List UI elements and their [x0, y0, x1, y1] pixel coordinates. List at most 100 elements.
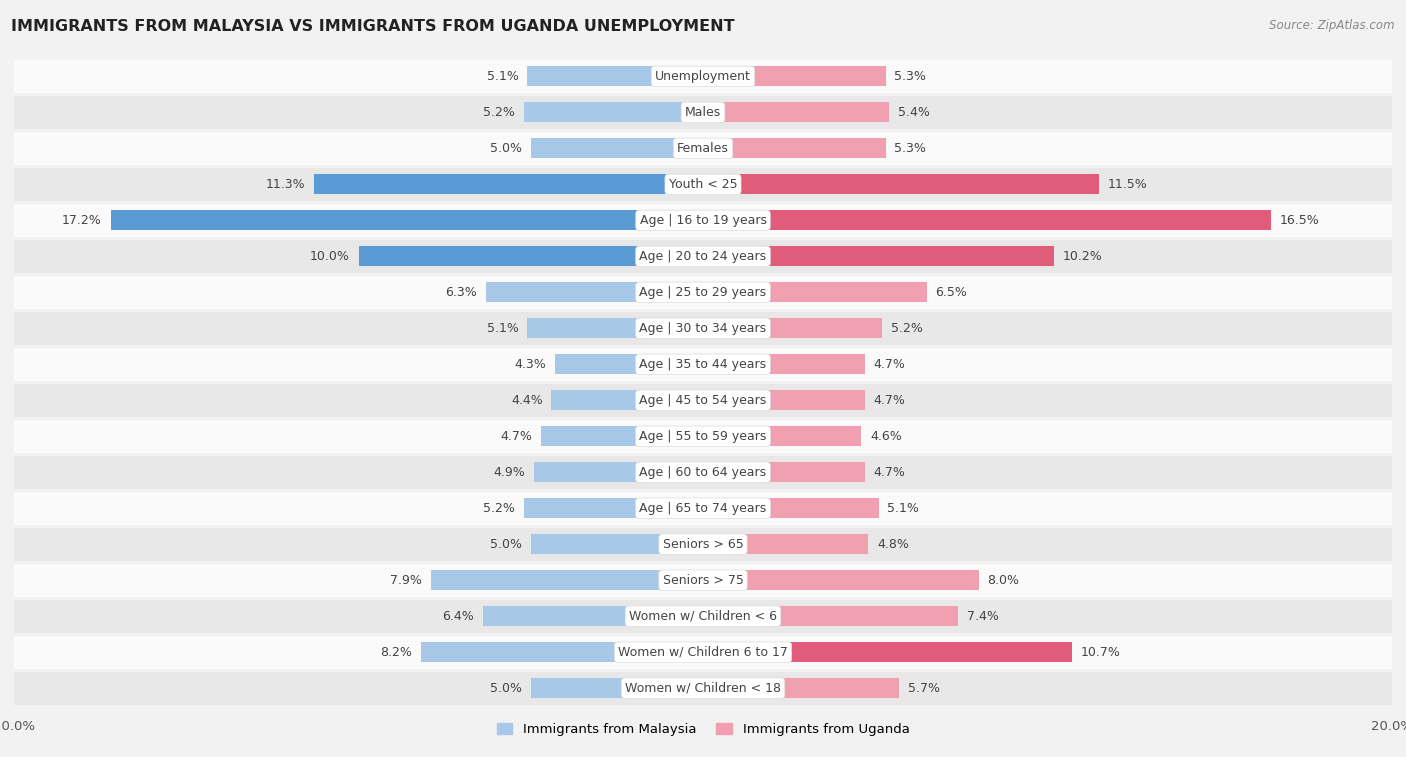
- Text: 4.9%: 4.9%: [494, 466, 526, 478]
- Legend: Immigrants from Malaysia, Immigrants from Uganda: Immigrants from Malaysia, Immigrants fro…: [491, 718, 915, 741]
- Text: 4.7%: 4.7%: [873, 394, 905, 407]
- Text: Women w/ Children < 6: Women w/ Children < 6: [628, 609, 778, 623]
- Text: 5.0%: 5.0%: [491, 682, 522, 695]
- Text: 16.5%: 16.5%: [1279, 213, 1320, 227]
- Bar: [527, 67, 703, 86]
- Text: 5.3%: 5.3%: [894, 142, 927, 155]
- Bar: [541, 426, 703, 446]
- Text: 4.8%: 4.8%: [877, 537, 908, 551]
- Bar: [703, 426, 862, 446]
- Text: 4.6%: 4.6%: [870, 430, 901, 443]
- Text: 10.0%: 10.0%: [311, 250, 350, 263]
- Text: 6.3%: 6.3%: [446, 286, 478, 299]
- Text: 11.3%: 11.3%: [266, 178, 305, 191]
- Bar: [703, 319, 882, 338]
- Bar: [703, 534, 869, 554]
- Bar: [430, 570, 703, 590]
- Bar: [14, 419, 1392, 453]
- Text: Women w/ Children < 18: Women w/ Children < 18: [626, 682, 780, 695]
- Bar: [14, 564, 1392, 597]
- Bar: [703, 391, 865, 410]
- Text: Women w/ Children 6 to 17: Women w/ Children 6 to 17: [619, 646, 787, 659]
- Text: 17.2%: 17.2%: [62, 213, 101, 227]
- Text: Age | 25 to 29 years: Age | 25 to 29 years: [640, 286, 766, 299]
- Bar: [703, 606, 957, 626]
- Text: Males: Males: [685, 106, 721, 119]
- Bar: [531, 139, 703, 158]
- Bar: [703, 463, 865, 482]
- Bar: [14, 60, 1392, 93]
- Text: 5.4%: 5.4%: [897, 106, 929, 119]
- Text: 4.3%: 4.3%: [515, 358, 547, 371]
- Bar: [555, 354, 703, 374]
- Bar: [14, 168, 1392, 201]
- Text: Age | 60 to 64 years: Age | 60 to 64 years: [640, 466, 766, 478]
- Bar: [486, 282, 703, 302]
- Text: 11.5%: 11.5%: [1108, 178, 1147, 191]
- Text: 5.1%: 5.1%: [486, 70, 519, 83]
- Text: 5.1%: 5.1%: [486, 322, 519, 335]
- Text: 4.7%: 4.7%: [873, 358, 905, 371]
- Bar: [14, 636, 1392, 668]
- Bar: [703, 139, 886, 158]
- Bar: [14, 384, 1392, 417]
- Bar: [703, 102, 889, 123]
- Text: 10.2%: 10.2%: [1063, 250, 1102, 263]
- Text: Age | 55 to 59 years: Age | 55 to 59 years: [640, 430, 766, 443]
- Text: 5.2%: 5.2%: [891, 322, 922, 335]
- Text: 4.7%: 4.7%: [873, 466, 905, 478]
- Text: 5.0%: 5.0%: [491, 142, 522, 155]
- Text: Source: ZipAtlas.com: Source: ZipAtlas.com: [1270, 19, 1395, 32]
- Bar: [14, 96, 1392, 129]
- Bar: [14, 671, 1392, 705]
- Bar: [111, 210, 703, 230]
- Bar: [703, 67, 886, 86]
- Text: 5.1%: 5.1%: [887, 502, 920, 515]
- Bar: [420, 642, 703, 662]
- Text: Age | 16 to 19 years: Age | 16 to 19 years: [640, 213, 766, 227]
- Text: 5.3%: 5.3%: [894, 70, 927, 83]
- Bar: [524, 498, 703, 518]
- Bar: [703, 174, 1099, 195]
- Text: Age | 20 to 24 years: Age | 20 to 24 years: [640, 250, 766, 263]
- Text: 5.2%: 5.2%: [484, 106, 515, 119]
- Bar: [14, 204, 1392, 237]
- Bar: [14, 456, 1392, 489]
- Bar: [703, 210, 1271, 230]
- Bar: [314, 174, 703, 195]
- Bar: [14, 600, 1392, 633]
- Bar: [482, 606, 703, 626]
- Bar: [703, 678, 900, 698]
- Bar: [534, 463, 703, 482]
- Bar: [14, 528, 1392, 561]
- Text: Seniors > 75: Seniors > 75: [662, 574, 744, 587]
- Text: Age | 30 to 34 years: Age | 30 to 34 years: [640, 322, 766, 335]
- Text: Females: Females: [678, 142, 728, 155]
- Bar: [14, 276, 1392, 309]
- Bar: [703, 642, 1071, 662]
- Text: 4.7%: 4.7%: [501, 430, 533, 443]
- Text: 6.4%: 6.4%: [441, 609, 474, 623]
- Text: 5.0%: 5.0%: [491, 537, 522, 551]
- Bar: [14, 132, 1392, 165]
- Bar: [14, 492, 1392, 525]
- Bar: [531, 534, 703, 554]
- Text: 8.2%: 8.2%: [380, 646, 412, 659]
- Text: 6.5%: 6.5%: [935, 286, 967, 299]
- Text: Age | 45 to 54 years: Age | 45 to 54 years: [640, 394, 766, 407]
- Bar: [703, 354, 865, 374]
- Text: 7.9%: 7.9%: [391, 574, 422, 587]
- Text: 10.7%: 10.7%: [1080, 646, 1121, 659]
- Bar: [551, 391, 703, 410]
- Text: Unemployment: Unemployment: [655, 70, 751, 83]
- Bar: [703, 282, 927, 302]
- Text: Seniors > 65: Seniors > 65: [662, 537, 744, 551]
- Text: 5.2%: 5.2%: [484, 502, 515, 515]
- Bar: [359, 247, 703, 266]
- Bar: [14, 312, 1392, 345]
- Bar: [703, 570, 979, 590]
- Text: 5.7%: 5.7%: [908, 682, 941, 695]
- Text: Age | 35 to 44 years: Age | 35 to 44 years: [640, 358, 766, 371]
- Text: IMMIGRANTS FROM MALAYSIA VS IMMIGRANTS FROM UGANDA UNEMPLOYMENT: IMMIGRANTS FROM MALAYSIA VS IMMIGRANTS F…: [11, 19, 735, 34]
- Bar: [524, 102, 703, 123]
